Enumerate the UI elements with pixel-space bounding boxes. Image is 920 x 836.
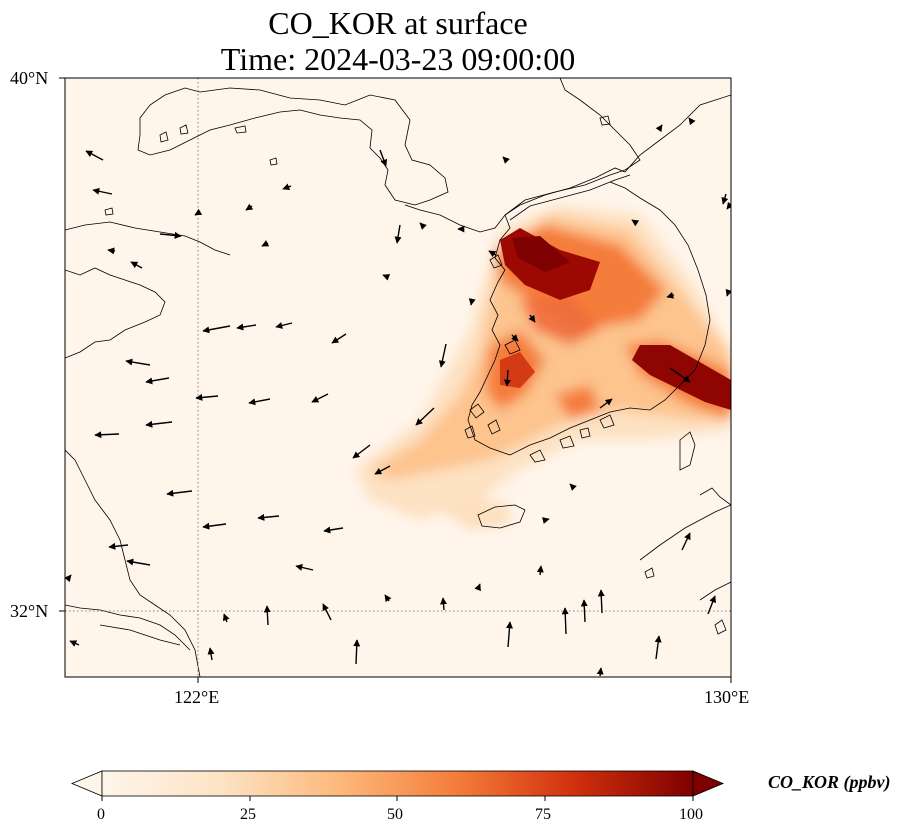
wind-arrow: [282, 183, 292, 191]
wind-arrow: [263, 605, 271, 626]
wind-arrow: [382, 274, 391, 281]
wind-arrow: [202, 325, 231, 334]
wind-arrow: [236, 323, 257, 331]
colorbar-tick-label: 50: [387, 806, 403, 823]
wind-arrow: [323, 526, 344, 534]
wind-arrow: [257, 513, 280, 521]
wind-vectors: [65, 117, 731, 677]
wind-arrow: [569, 483, 577, 491]
wind-arrow: [654, 635, 662, 660]
wind-arrow: [248, 398, 271, 406]
wind-arrow: [488, 250, 497, 258]
map-frame: [64, 77, 732, 678]
lon-tick-label: 122°E: [174, 687, 220, 707]
wind-arrow: [92, 187, 113, 195]
wind-arrow: [415, 407, 435, 426]
wind-arrow: [511, 334, 519, 342]
colorbar-tick-label: 75: [535, 806, 551, 823]
wind-arrow: [379, 149, 388, 167]
wind-arrow: [261, 240, 270, 247]
wind-arrow: [528, 314, 536, 323]
colorbar-tick-label: 25: [240, 806, 256, 823]
wind-arrow: [580, 599, 588, 623]
wind-arrow: [655, 124, 663, 133]
wind-arrow: [108, 542, 129, 550]
wind-arrow: [202, 522, 227, 530]
wind-arrow: [207, 647, 215, 661]
wind-arrow: [331, 333, 347, 344]
wind-arrow: [474, 583, 481, 592]
wind-arrow: [353, 639, 361, 665]
wind-arrow: [130, 261, 143, 269]
colorbar-high-extension: [692, 770, 725, 797]
wind-arrow: [195, 393, 219, 401]
lat-tick-label: 40°N: [10, 68, 49, 88]
wind-arrow: [275, 322, 293, 329]
wind-arrow: [688, 117, 696, 126]
wind-arrow: [295, 564, 314, 571]
wind-arrow: [394, 224, 402, 244]
figure-title-line1: CO_KOR at surface: [268, 5, 528, 41]
colorbar-tick-label: 0: [97, 806, 105, 823]
wind-arrow: [65, 574, 72, 583]
wind-arrow: [384, 594, 392, 603]
colorbar-low-extension: [70, 770, 103, 797]
wind-arrow: [631, 219, 640, 227]
figure-title-line2: Time: 2024-03-23 09:00:00: [220, 41, 576, 77]
wind-arrow: [69, 640, 80, 647]
coastlines: [65, 78, 731, 677]
colorbar-tick-label: 100: [679, 806, 703, 823]
wind-arrow: [125, 358, 151, 366]
wind-arrow: [440, 597, 448, 611]
wind-arrow: [599, 398, 613, 409]
wind-arrow: [194, 208, 203, 216]
axis-ticks: [59, 77, 732, 683]
wind-arrow: [107, 247, 116, 255]
wind-arrow: [374, 465, 391, 475]
wind-arrow: [536, 565, 544, 576]
wind-arrow: [502, 156, 510, 164]
wind-arrow: [166, 489, 193, 497]
wind-arrow: [503, 369, 511, 387]
wind-arrow: [596, 667, 604, 677]
wind-arrow: [669, 367, 691, 383]
wind-arrow: [85, 150, 104, 161]
wind-arrow: [419, 222, 427, 230]
wind-arrow: [94, 431, 120, 439]
colorbar: [70, 770, 725, 801]
wind-arrow: [597, 589, 605, 614]
wind-arrow: [707, 595, 716, 615]
colorbar-title: CO_KOR (ppbv): [768, 772, 891, 792]
wind-arrow: [542, 517, 550, 524]
wind-arrow: [726, 201, 731, 210]
wind-arrow: [681, 532, 691, 551]
wind-arrow: [145, 420, 173, 428]
colorbar-gradient: [102, 771, 693, 796]
wind-arrow: [468, 298, 476, 306]
wind-arrow: [561, 607, 569, 635]
wind-arrow: [126, 558, 151, 566]
wind-arrow: [438, 343, 447, 368]
wind-arrow: [159, 231, 182, 239]
wind-arrow: [666, 291, 675, 299]
wind-arrow: [222, 613, 230, 623]
wind-arrow: [311, 393, 329, 403]
gridlines: [65, 78, 731, 677]
lon-tick-label: 130°E: [704, 687, 750, 707]
lat-tick-label: 32°N: [10, 601, 49, 621]
wind-arrow: [322, 603, 332, 621]
co-concentration-field: [355, 205, 731, 530]
wind-arrow: [725, 288, 731, 297]
wind-arrow: [352, 444, 371, 459]
wind-arrow: [145, 377, 170, 385]
wind-arrow: [506, 621, 513, 648]
wind-arrow: [245, 203, 254, 211]
wind-arrow: [721, 193, 729, 205]
